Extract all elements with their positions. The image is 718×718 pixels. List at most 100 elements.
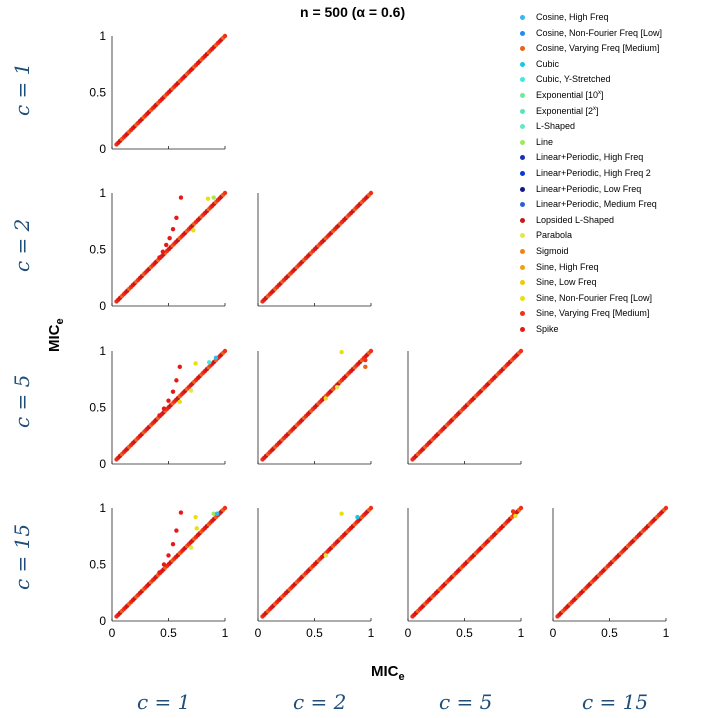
data-point [355, 514, 360, 520]
data-point [157, 570, 162, 575]
data-point [170, 226, 176, 232]
y-tick-label: 1 [99, 501, 106, 515]
y-tick-label: 0.5 [89, 243, 106, 257]
x-tick-label: 0.5 [306, 626, 323, 640]
data-point [188, 545, 194, 550]
legend-item: Linear+Periodic, Low Freq [520, 182, 716, 198]
row-label-c2: c = 2 [10, 218, 34, 272]
data-point [368, 348, 374, 354]
legend-item: Sine, Low Freq [520, 275, 716, 291]
legend-label: Linear+Periodic, Medium Freq [536, 199, 657, 210]
data-point [164, 242, 169, 248]
data-point [177, 364, 182, 370]
data-point [177, 399, 182, 405]
legend-marker-icon [520, 233, 525, 239]
legend-label: Exponential [10x] [536, 89, 604, 100]
x-tick-label: 0.5 [160, 626, 177, 640]
legend-label: Exponential [2x] [536, 105, 599, 116]
legend-marker-icon [520, 170, 525, 176]
data-point [170, 389, 176, 394]
legend-label: Sine, High Freq [536, 261, 599, 272]
data-point [323, 396, 328, 401]
legend-label: Cubic, Y-Stretched [536, 74, 611, 85]
legend-marker-icon [520, 108, 525, 114]
data-point [161, 406, 167, 411]
y-tick-label: 0 [99, 142, 106, 156]
data-point [211, 195, 216, 200]
data-point [339, 349, 344, 355]
data-point [213, 355, 219, 360]
x-tick-label: 0 [255, 626, 262, 640]
legend-marker-icon [520, 30, 525, 36]
data-point [178, 510, 184, 515]
y-tick-label: 1 [99, 344, 106, 358]
legend-item: Cubic [520, 57, 716, 73]
legend-label: Cosine, Varying Freq [Medium] [536, 43, 660, 54]
legend-marker-icon [520, 264, 525, 270]
legend-marker-icon [520, 295, 525, 301]
legend-marker-icon [520, 311, 525, 317]
data-point [214, 511, 220, 516]
legend-item: Lopsided L-Shaped [520, 213, 716, 229]
data-point [339, 511, 344, 516]
legend-item: Parabola [520, 228, 716, 244]
row-label-c5: c = 5 [10, 374, 34, 428]
legend-item: Linear+Periodic, High Freq 2 [520, 166, 716, 182]
panel-r3-c3: 0 0.5 1 [550, 505, 670, 640]
y-tick-label: 0.5 [89, 86, 106, 100]
x-tick-label: 0 [109, 626, 116, 640]
panel-r3-c1: 0 0.5 1 [255, 505, 375, 640]
data-point [188, 388, 194, 393]
legend-label: Spike [536, 323, 559, 334]
data-point [160, 249, 166, 254]
legend-label: L-Shaped [536, 121, 576, 132]
y-tick-label: 0.5 [89, 558, 106, 572]
y-axis-label: MICe [46, 318, 66, 352]
y-tick-label: 0 [99, 457, 106, 471]
legend-label: Parabola [536, 230, 573, 241]
legend-label: Linear+Periodic, Low Freq [536, 183, 642, 194]
legend-item: L-Shaped [520, 119, 716, 135]
legend-marker-icon [520, 77, 525, 83]
data-point [518, 505, 524, 511]
data-point [157, 413, 162, 418]
data-point [174, 378, 179, 383]
col-label-c1: c = 1 [137, 690, 191, 714]
data-point [518, 348, 524, 354]
panel-r3-c0: 0 0.5 1 0 0.5 1 [89, 501, 228, 640]
data-point [211, 511, 216, 516]
data-point [222, 33, 228, 39]
legend-marker-icon [520, 217, 525, 223]
data-point [170, 541, 176, 547]
legend-marker-icon [520, 124, 525, 130]
data-point [510, 509, 516, 514]
panel-r3-c2: 0 0.5 1 [405, 505, 525, 640]
data-point [363, 357, 368, 363]
legend-item: Sine, High Freq [520, 260, 716, 276]
legend-marker-icon [520, 280, 525, 286]
chart-title: n = 500 (α = 0.6) [300, 4, 406, 20]
legend-item: Cosine, High Freq [520, 10, 716, 26]
y-tick-label: 1 [99, 186, 106, 200]
x-tick-label: 0.5 [601, 626, 618, 640]
legend-marker-icon [520, 186, 525, 192]
legend-marker-icon [520, 15, 525, 20]
legend-marker-icon [520, 92, 525, 98]
legend-label: Linear+Periodic, High Freq 2 [536, 167, 651, 178]
legend-item: Line [520, 135, 716, 151]
row-label-c15: c = 15 [10, 523, 34, 590]
data-point [368, 190, 374, 196]
data-point [368, 505, 374, 511]
legend-label: Cosine, Non-Fourier Freq [Low] [536, 27, 663, 38]
data-point [222, 505, 228, 511]
legend-item: Sine, Varying Freq [Medium] [520, 306, 716, 322]
legend-marker-icon [520, 61, 525, 67]
x-tick-label: 0.5 [456, 626, 473, 640]
data-point [167, 236, 172, 241]
legend-item: Cubic, Y-Stretched [520, 72, 716, 88]
legend-marker-icon [520, 155, 525, 161]
x-tick-label: 1 [518, 626, 525, 640]
data-point [194, 526, 199, 531]
legend-label: Cubic [536, 58, 560, 69]
